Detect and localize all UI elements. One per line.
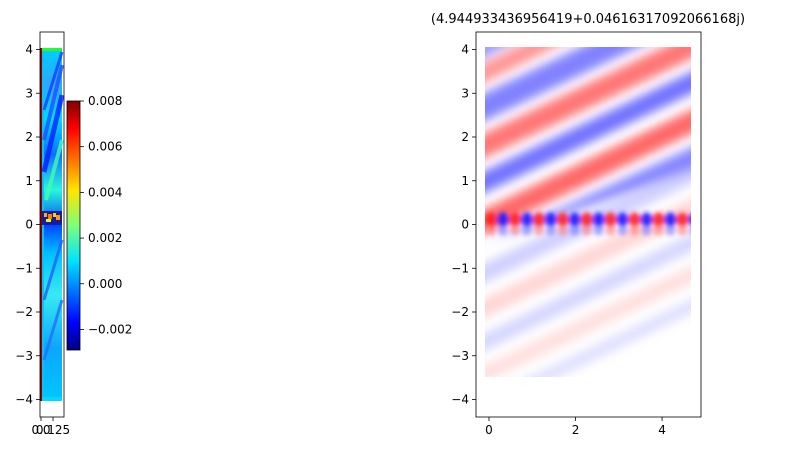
left-heatmap-image [40, 32, 64, 417]
grating-mode-blob [593, 225, 604, 236]
grating-mode-blob [592, 212, 605, 227]
grating-mode-blob [496, 212, 509, 227]
right-xtick-label: 2 [572, 423, 580, 437]
grating-mode-blob [485, 212, 497, 227]
grating-mode-blob [568, 212, 581, 227]
grating-mode-blob [641, 225, 652, 236]
grating-mode-blob [580, 212, 593, 227]
grating-mode-blob [629, 225, 640, 236]
right-xtick-label: 4 [658, 423, 666, 437]
colorbar-tick-label: 0.000 [88, 277, 122, 291]
left-xtick-label: 0.0 [31, 423, 50, 437]
right-ytick-label: −1 [451, 261, 469, 275]
colorbar-axis: 0.008 0.006 0.004 0.002 0.000 −0.002 [80, 94, 132, 336]
grating-mode-blob [676, 212, 689, 227]
right-ytick-label: 4 [461, 43, 469, 57]
grating-mode-blob [569, 225, 580, 236]
grating-mode-blob [545, 225, 556, 236]
left-ytick-label: −2 [15, 305, 33, 319]
colorbar-tick-label: 0.006 [88, 140, 122, 154]
grating-mode-blob [665, 225, 676, 236]
right-ytick-label: 1 [461, 174, 469, 188]
grating-mode-blob [520, 212, 533, 227]
right-chart-title: (4.944933436956419+0.04616317092066168j) [431, 12, 745, 27]
left-ytick-label: 3 [25, 86, 33, 100]
left-ytick-label: 1 [25, 174, 33, 188]
grating-mode-blob [508, 212, 521, 227]
grating-mode-blob [664, 212, 677, 227]
grating-mode-blob [533, 225, 544, 236]
grating-mode-blob [497, 225, 508, 236]
grating-mode-blob [604, 212, 617, 227]
grating-mode-blob [677, 225, 688, 236]
grating-mode-blob [605, 225, 616, 236]
left-heatmap-panel: 4 3 2 1 0 −1 −2 −3 −4 0.00.125 [15, 31, 70, 437]
grating-mode-blob [521, 225, 532, 236]
grating-mode-blob [688, 213, 691, 226]
grating-mode-blob [652, 212, 665, 227]
left-xtick-label: 0.125 [36, 423, 70, 437]
left-y-axis: 4 3 2 1 0 −1 −2 −3 −4 [15, 43, 40, 407]
grating-mode-blob [689, 226, 691, 235]
grating-mode-blob [581, 225, 592, 236]
grating-mode-blob [628, 212, 641, 227]
left-ytick-label: −3 [15, 349, 33, 363]
left-ytick-label: −1 [15, 261, 33, 275]
grating-mode-blob [653, 225, 664, 236]
right-y-axis: 4 3 2 1 0 −1 −2 −3 −4 [451, 43, 476, 407]
grating-mode-blob [556, 212, 569, 227]
left-ytick-label: 2 [25, 130, 33, 144]
left-x-axis: 0.00.125 [31, 417, 70, 437]
right-x-axis: 0 2 4 [485, 417, 666, 437]
grating-mode-blob [640, 212, 653, 227]
right-ytick-label: 2 [461, 130, 469, 144]
grating-mode-blob [616, 212, 629, 227]
right-heatmap-panel: (4.944933436956419+0.04616317092066168j) [431, 12, 745, 437]
right-heatmap-image [485, 47, 691, 377]
colorbar-tick-label: −0.002 [88, 322, 132, 336]
grating-mode-blob [617, 225, 628, 236]
grating-mode-blob [485, 225, 496, 236]
grating-mode-blob [509, 225, 520, 236]
grating-mode-blob [557, 225, 568, 236]
left-ytick-label: 0 [25, 218, 33, 232]
right-xtick-label: 0 [485, 423, 493, 437]
colorbar-tick-label: 0.004 [88, 185, 122, 199]
colorbar-gradient [66, 100, 81, 351]
left-ytick-label: 4 [25, 43, 33, 57]
colorbar: 0.008 0.006 0.004 0.002 0.000 −0.002 [66, 94, 132, 351]
right-ytick-label: −2 [451, 305, 469, 319]
right-ytick-label: −3 [451, 349, 469, 363]
right-ytick-label: −4 [451, 393, 469, 407]
right-ytick-label: 3 [461, 86, 469, 100]
grating-mode-blob [544, 212, 557, 227]
right-ytick-label: 0 [461, 218, 469, 232]
left-ytick-label: −4 [15, 393, 33, 407]
grating-mode-blob [532, 212, 545, 227]
colorbar-tick-label: 0.002 [88, 231, 122, 245]
colorbar-tick-label: 0.008 [88, 94, 122, 108]
